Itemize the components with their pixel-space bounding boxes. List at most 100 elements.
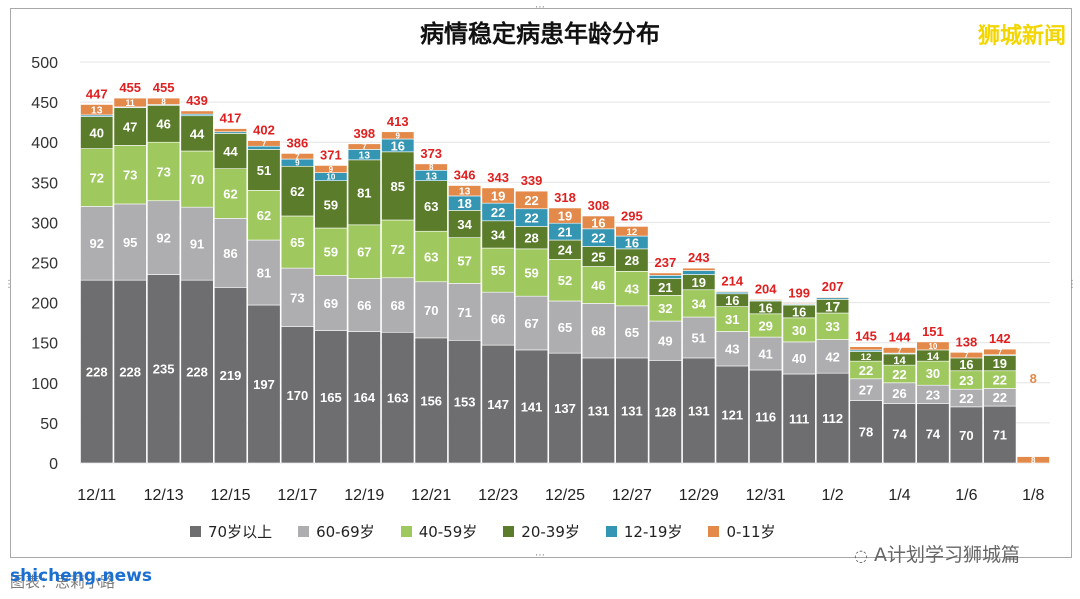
total-label: 8 [1030,371,1037,386]
bar-data-label: 13 [91,106,103,117]
bar-data-label: 25 [591,249,605,264]
bar-segment [280,267,314,327]
bar-data-label: 7 [964,351,969,360]
bar-segment [983,405,1017,464]
bar-data-label: 92 [156,231,170,246]
bar-data-label: 13 [359,151,371,162]
total-label: 413 [387,114,409,129]
bar-data-label: 17 [825,299,840,314]
bar-segment [481,187,515,204]
bar-data-label: 16 [725,293,739,308]
bar-data-label: 8 [1031,456,1036,465]
bar-data-label: 141 [521,399,543,414]
y-tick-label: 500 [31,55,58,72]
bar-data-label: 22 [993,390,1007,405]
resize-handle-top[interactable]: ⋯ [535,2,545,13]
y-tick-label: 250 [31,256,58,273]
bar-segment [347,143,381,150]
bar-segment [882,403,917,464]
bar-data-label: 68 [591,324,605,339]
bar-data-label: 9 [329,165,334,174]
bar-segment [381,331,415,464]
total-label: 214 [721,273,743,288]
bar-data-label: 34 [692,296,707,311]
bar-data-label: 44 [190,126,205,141]
bar-segment [916,403,950,464]
bar-segment [581,266,615,304]
bar-segment [481,247,515,293]
bar-segment [213,168,248,219]
y-tick-label: 450 [31,95,58,112]
total-label: 207 [822,279,844,294]
total-label: 402 [253,123,275,138]
bar-data-label: 22 [524,211,538,226]
bar-data-label: 24 [558,243,573,258]
bar-segment [648,272,682,276]
bar-data-label: 72 [89,170,103,185]
bar-segment [448,339,482,464]
y-tick-label: 300 [31,215,58,232]
bar-data-label: 34 [457,217,472,232]
bar-segment [80,279,114,464]
bar-data-label: 46 [156,117,170,132]
bar-segment [147,200,181,275]
bar-data-label: 7 [262,139,267,148]
y-tick-label: 200 [31,296,58,313]
bar-segment [515,349,549,464]
bar-segment [213,128,248,133]
bar-segment [247,239,281,306]
bar-segment [515,190,549,210]
bar-data-label: 73 [156,164,170,179]
y-tick-label: 350 [31,175,58,192]
bar-data-label: 51 [257,163,271,178]
x-tick-label: 12/15 [210,487,250,504]
bar-data-label: 74 [926,426,941,441]
bar-data-label: 81 [357,185,371,200]
bar-data-label: 14 [893,355,906,367]
bar-data-label: 21 [558,225,572,240]
bar-data-label: 121 [721,407,743,422]
bar-segment [113,279,147,464]
bar-data-label: 156 [420,393,442,408]
bar-data-label: 10 [928,342,937,351]
bar-data-label: 22 [859,363,873,378]
bar-segment [548,258,582,302]
resize-handle-right[interactable]: ⋮ [1067,279,1077,290]
resize-handle-bottom[interactable]: ⋯ [535,550,545,561]
total-label: 447 [86,87,108,102]
bar-data-label: 131 [588,403,610,418]
bar-data-label: 10 [326,173,335,182]
bar-data-label: 67 [357,245,371,260]
bar-data-label: 46 [591,278,605,293]
legend-swatch [708,526,720,537]
bar-data-label: 57 [457,253,471,268]
bar-data-label: 19 [692,275,706,290]
bar-data-label: 68 [391,298,405,313]
bar-segment [448,210,482,238]
bar-segment [381,219,415,279]
bar-segment [816,372,850,464]
bar-segment [682,267,716,271]
bar-segment [213,218,248,288]
bar-segment [113,145,147,205]
x-tick-label: 1/4 [888,487,910,504]
bar-segment [1016,456,1050,464]
watermark-logo-text: 狮城新闻 [977,24,1066,49]
bar-data-label: 131 [688,403,710,418]
resize-handle-left[interactable]: ⋮ [4,279,14,290]
bar-segment [949,352,983,359]
total-label: 142 [989,331,1011,346]
bar-segment [113,97,147,108]
bar-data-label: 16 [391,138,405,153]
bar-data-label: 16 [759,300,773,315]
bar-segment [180,110,214,115]
bar-segment [347,331,381,464]
bar-segment [515,295,549,351]
y-tick-label: 150 [31,336,58,353]
x-tick-label: 12/29 [679,487,719,504]
bar-segment [347,159,381,226]
bar-segment [816,296,850,299]
bar-data-label: 31 [725,312,739,327]
legend-swatch [298,526,310,537]
bar-data-label: 81 [257,265,271,280]
